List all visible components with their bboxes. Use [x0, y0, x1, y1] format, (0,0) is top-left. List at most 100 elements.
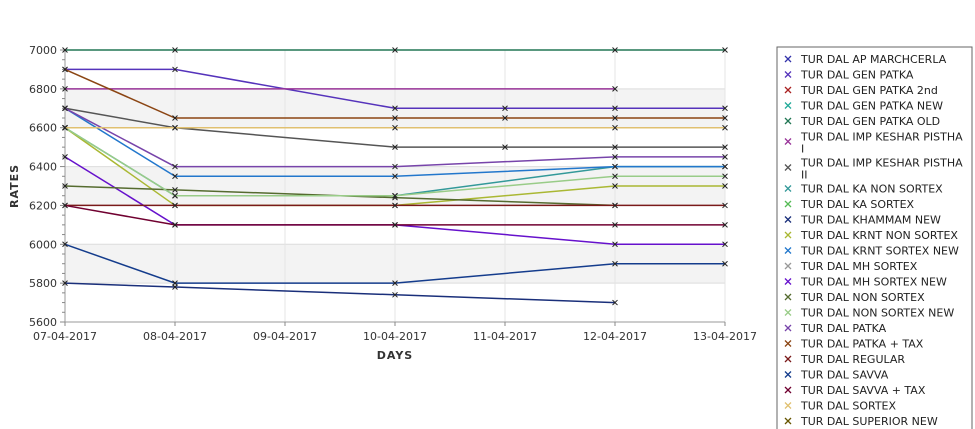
y-tick-label: 6200: [29, 199, 57, 212]
legend-marker: [784, 293, 792, 301]
data-point: [502, 105, 508, 112]
legend-marker: [784, 55, 792, 63]
legend-marker: [784, 231, 792, 239]
data-point: [172, 222, 178, 228]
legend-marker: [784, 216, 792, 223]
data-point: [62, 280, 68, 286]
data-point: [392, 291, 398, 298]
data-point: [612, 299, 618, 306]
legend-item: TUR DAL KRNT NON SORTEX: [784, 229, 958, 242]
legend-label: TUR DAL IMP KESHAR PISTHA: [800, 157, 963, 170]
legend-item: TUR DAL MH SORTEX NEW: [784, 276, 947, 289]
data-point: [722, 154, 728, 160]
x-tick-label: 07-04-2017: [33, 330, 97, 343]
y-tick-label: 7000: [29, 44, 57, 57]
legend-item: TUR DAL SAVVA: [784, 369, 889, 382]
legend-marker: [784, 324, 792, 332]
legend-label: TUR DAL GEN PATKA OLD: [800, 115, 940, 128]
legend-marker: [784, 102, 792, 109]
legend-marker: [784, 71, 792, 78]
legend-label: II: [801, 169, 808, 182]
data-point: [392, 192, 398, 199]
data-point: [722, 202, 728, 209]
x-tick-label: 11-04-2017: [473, 330, 537, 343]
data-point: [62, 202, 68, 209]
data-point: [62, 183, 68, 189]
data-point: [62, 66, 68, 73]
series-17: [62, 66, 728, 121]
data-point: [612, 144, 618, 150]
legend-marker: [784, 200, 792, 208]
series-line: [64, 282, 616, 304]
data-point: [612, 154, 618, 160]
data-point: [62, 47, 68, 53]
data-point: [612, 241, 618, 248]
data-point: [722, 144, 728, 150]
y-tick-label: 6400: [29, 161, 57, 174]
legend-marker: [784, 340, 792, 347]
legend-marker: [784, 247, 792, 254]
legend-item: TUR DAL NON SORTEX: [784, 291, 925, 304]
legend-item: TUR DAL PATKA: [784, 322, 887, 335]
data-point: [722, 260, 728, 267]
legend-label: TUR DAL NON SORTEX NEW: [800, 307, 954, 320]
data-point: [62, 86, 68, 92]
series-line: [64, 68, 725, 119]
legend-marker: [784, 185, 792, 192]
legend-label: TUR DAL AP MARCHCERLA: [800, 53, 947, 66]
y-tick-label: 6800: [29, 83, 57, 96]
y-axis-title: RATES: [8, 164, 21, 208]
legend-label: TUR DAL SUPERIOR NEW: [800, 415, 938, 428]
data-point: [62, 124, 68, 131]
legend-marker: [784, 402, 792, 409]
data-point: [172, 66, 178, 73]
data-point: [612, 86, 618, 92]
data-point: [172, 192, 178, 199]
y-tick-label: 6600: [29, 122, 57, 135]
legend-label: TUR DAL GEN PATKA NEW: [800, 100, 943, 113]
legend-marker: [784, 371, 792, 378]
data-point: [612, 163, 618, 170]
x-tick-label: 09-04-2017: [253, 330, 317, 343]
data-point: [612, 173, 618, 180]
data-point: [392, 173, 398, 180]
data-point: [392, 280, 398, 286]
data-point: [612, 124, 618, 131]
data-point: [722, 183, 728, 189]
series-9: [62, 280, 618, 306]
data-point: [172, 280, 178, 286]
data-point: [172, 47, 178, 53]
data-point: [722, 115, 728, 121]
data-point: [612, 115, 618, 121]
legend-item: TUR DAL GEN PATKA: [784, 69, 914, 82]
data-point: [392, 105, 398, 112]
legend-label: TUR DAL SAVVA + TAX: [800, 384, 926, 397]
legend-marker: [784, 309, 792, 316]
legend-marker: [784, 138, 792, 145]
data-point: [392, 163, 398, 170]
x-tick-labels: 07-04-2017 08-04-2017 09-04-2017 10-04-2017…: [33, 330, 757, 343]
y-tick-label: 5800: [29, 277, 57, 290]
legend-label: TUR DAL KA NON SORTEX: [800, 183, 943, 196]
legend-item: TUR DAL NON SORTEX NEW: [784, 307, 954, 320]
data-point: [172, 187, 178, 193]
legend-box: [776, 46, 973, 429]
legend-label: TUR DAL SAVVA: [800, 369, 889, 382]
series-5: [62, 86, 618, 92]
series-21: [62, 124, 728, 131]
data-point: [172, 115, 178, 121]
legend-item: TUR DAL GEN PATKA 2nd: [784, 84, 938, 97]
legend-item: TUR DAL GEN PATKA OLD: [784, 115, 940, 128]
legend-item: TUR DAL SUPERIOR NEW: [784, 415, 938, 428]
data-point: [392, 144, 398, 150]
data-point: [612, 105, 618, 112]
legend-label: TUR DAL NON SORTEX: [800, 291, 925, 304]
data-point: [502, 144, 508, 150]
series-4: [62, 47, 728, 53]
legend-item: TUR DAL KA NON SORTEX: [784, 183, 943, 196]
data-point: [722, 47, 728, 53]
legend-label: TUR DAL SORTEX: [800, 400, 896, 413]
series-line: [64, 107, 725, 148]
data-point: [612, 183, 618, 189]
